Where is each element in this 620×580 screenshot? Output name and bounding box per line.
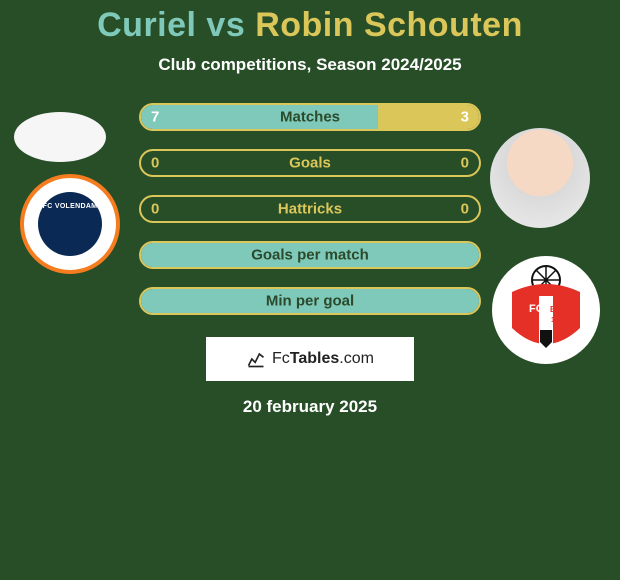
stat-label: Min per goal (141, 293, 479, 310)
club1-logo: FC VOLENDAM (20, 174, 120, 274)
stat-value-right: 0 (461, 155, 469, 172)
stat-value-left: 7 (151, 109, 159, 126)
club1-logo-inner: FC VOLENDAM (38, 192, 102, 256)
stat-bar: Hattricks0 0 (139, 195, 481, 223)
stat-label: Hattricks (141, 201, 479, 218)
brand-suffix: .com (339, 350, 374, 367)
svg-text:FC: FC (529, 303, 544, 315)
page-title: Curiel vs Robin Schouten (0, 6, 620, 45)
date-text: 20 february 2025 (0, 397, 620, 417)
stat-value-right: 0 (461, 201, 469, 218)
club1-name: FC VOLENDAM (43, 203, 98, 210)
player1-photo (14, 112, 106, 162)
subtitle: Club competitions, Season 2024/2025 (0, 55, 620, 75)
brand-main: Tables (290, 350, 340, 367)
svg-text:1925: 1925 (551, 317, 567, 324)
stat-bar: Goals0 0 (139, 149, 481, 177)
stat-label: Goals per match (141, 247, 479, 264)
stat-label: Goals (141, 155, 479, 172)
player1-name: Curiel (97, 6, 196, 44)
source-text: FcTables.com (272, 350, 374, 368)
club2-logo-svg: FC EMMEN 1925 (492, 256, 600, 364)
vs-text: vs (196, 6, 255, 44)
brand-prefix: Fc (272, 350, 290, 367)
stat-bar: Matches7 3 (139, 103, 481, 131)
stat-bar: Goals per match (139, 241, 481, 269)
chart-icon (246, 349, 266, 369)
player2-name: Robin Schouten (255, 6, 523, 44)
stats-bars: Matches73Goals00Hattricks00Goals per mat… (139, 103, 481, 315)
source-badge: FcTables.com (206, 337, 414, 381)
stat-label: Matches (141, 109, 479, 126)
stat-value-left: 0 (151, 155, 159, 172)
svg-text:EMMEN: EMMEN (550, 305, 580, 314)
stat-value-left: 0 (151, 201, 159, 218)
comparison-card: Curiel vs Robin Schouten Club competitio… (0, 0, 620, 417)
stat-value-right: 3 (461, 109, 469, 126)
club2-logo: FC EMMEN 1925 (492, 256, 600, 364)
player2-photo (490, 128, 590, 228)
stat-bar: Min per goal (139, 287, 481, 315)
